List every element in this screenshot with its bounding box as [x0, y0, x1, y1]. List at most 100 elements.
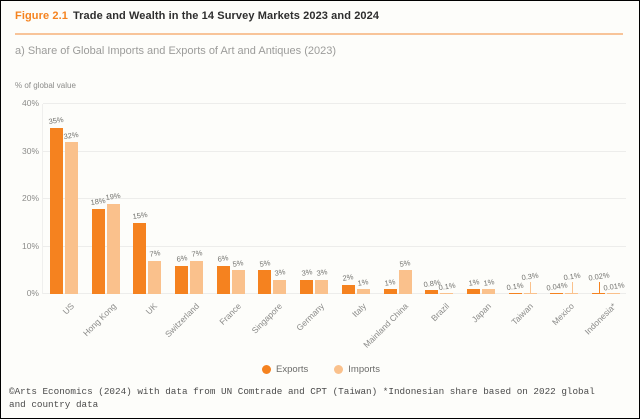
imports-label-leader-line	[530, 282, 532, 293]
bar-exports	[508, 293, 522, 294]
x-axis-label-singapore: Singapore	[250, 301, 285, 336]
bar-group-indonesia-: 0.02% 0.01%	[587, 104, 625, 294]
bar-group-germany: 3% 3%	[300, 104, 329, 294]
imports-label-leader-line	[571, 282, 573, 293]
exports-value-label: 5%	[258, 257, 271, 269]
imports-value-label: 3%	[273, 267, 286, 279]
bar-imports	[273, 279, 287, 294]
bar-group-us: 35% 32%	[48, 104, 80, 294]
x-axis-label-us: US	[60, 301, 76, 317]
bar-imports	[565, 293, 579, 294]
imports-value-label: 5%	[399, 257, 412, 269]
imports-value-label: 0.3%	[521, 270, 540, 283]
x-axis-label-france: France	[216, 301, 243, 327]
bar-group-mexico: 0.04% 0.1%	[546, 104, 582, 294]
bar-imports	[231, 270, 245, 294]
bar-exports	[91, 208, 105, 294]
bar-imports	[64, 142, 78, 294]
exports-value-label: 18%	[89, 195, 107, 208]
gridline-20%	[43, 198, 626, 199]
legend-item-exports: Exports	[262, 364, 308, 375]
exports-value-label: 6%	[175, 253, 188, 264]
bar-exports	[258, 270, 272, 294]
bar-group-france: 6% 5%	[216, 104, 245, 294]
imports-value-label: 1%	[357, 276, 370, 288]
exports-label-leader-line	[598, 282, 600, 293]
exports-value-label: 6%	[217, 253, 230, 264]
bar-imports	[106, 203, 120, 294]
bar-group-mainland-china: 1% 5%	[383, 104, 412, 294]
imports-value-label: 7%	[190, 248, 203, 260]
figure-number-label: Figure 2.1	[15, 10, 68, 22]
bar-group-hong-kong: 18% 19%	[89, 104, 122, 294]
bar-group-uk: 15% 7%	[131, 104, 162, 294]
x-axis-label-mexico: Mexico	[550, 301, 577, 328]
x-axis-label-indonesia-: Indonesia*	[582, 301, 619, 337]
imports-value-label: 19%	[104, 191, 122, 203]
imports-value-label: 32%	[63, 129, 80, 141]
exports-value-label: 15%	[131, 210, 148, 222]
bar-group-brazil: 0.8% 0.1%	[423, 104, 456, 294]
bar-imports	[482, 289, 495, 294]
bar-exports	[425, 290, 439, 294]
bar-exports	[300, 279, 314, 294]
x-axis-label-brazil: Brazil	[429, 301, 452, 324]
imports-value-label: 5%	[232, 257, 245, 269]
gridline-30%	[43, 150, 626, 152]
y-axis-title: % of global value	[15, 81, 76, 90]
bar-exports	[341, 284, 355, 294]
figure-title: Figure 2.1 Trade and Wealth in the 14 Sur…	[15, 10, 379, 22]
y-tick-label-10%: 10%	[21, 240, 39, 251]
y-tick-label-20%: 20%	[21, 193, 39, 203]
legend-label-imports: Imports	[348, 364, 380, 375]
figure-title-text: Trade and Wealth in the 14 Survey Market…	[72, 10, 380, 22]
imports-value-label: 3%	[315, 267, 328, 279]
bar-imports	[440, 293, 454, 294]
bar-exports	[550, 293, 564, 294]
bar-exports	[592, 293, 606, 294]
x-axis-label-uk: UK	[143, 301, 160, 317]
x-axis-label-japan: Japan	[469, 301, 494, 325]
source-note: ©Arts Economics (2024) with data from UN…	[9, 386, 595, 410]
gridline-10%	[43, 245, 626, 247]
exports-legend-dot-icon	[262, 365, 272, 374]
bar-exports	[216, 265, 230, 294]
plot-area: 35% 32% 18% 19% 15% 7% 6% 7% 6% 5% 5% 3% 3% 3% 2% 1% 1% 5…	[42, 103, 626, 294]
bar-exports	[49, 127, 63, 294]
imports-value-label: 0.1%	[562, 270, 582, 283]
x-axis-label-hong-kong: Hong Kong	[80, 301, 118, 339]
imports-value-label: 0.01%	[602, 279, 625, 293]
x-axis-label-italy: Italy	[349, 301, 368, 320]
imports-legend-dot-icon	[334, 365, 344, 374]
exports-value-label: 2%	[342, 272, 355, 283]
exports-value-label: 35%	[48, 115, 65, 127]
bar-imports	[148, 260, 162, 294]
x-axis-label-germany: Germany	[294, 301, 327, 333]
legend-label-exports: Exports	[276, 364, 309, 375]
bar-exports	[467, 289, 480, 294]
x-axis-label-switzerland: Switzerland	[162, 301, 202, 340]
y-tick-label-0%: 0%	[26, 288, 39, 298]
imports-value-label: 1%	[482, 276, 495, 288]
header-divider	[15, 33, 623, 35]
bar-imports	[398, 270, 412, 294]
imports-value-label: 7%	[148, 248, 161, 260]
bar-exports	[383, 289, 397, 294]
bar-group-italy: 2% 1%	[341, 104, 370, 294]
y-tick-label-40%: 40%	[21, 98, 39, 108]
bar-group-taiwan: 0.1% 0.3%	[506, 104, 540, 294]
bar-group-switzerland: 6% 7%	[175, 104, 203, 294]
chart-legend: Exports Imports	[1, 364, 639, 375]
bar-imports	[607, 293, 621, 294]
bar-imports	[523, 292, 537, 294]
legend-item-imports: Imports	[334, 364, 380, 375]
bar-imports	[356, 289, 370, 294]
bar-imports	[315, 279, 329, 294]
gridline-40%	[43, 103, 626, 104]
bar-imports	[190, 260, 203, 294]
imports-value-label: 0.1%	[437, 280, 456, 292]
bar-exports	[175, 265, 188, 294]
gridline-0%	[43, 293, 626, 294]
exports-value-label: 1%	[467, 276, 480, 288]
